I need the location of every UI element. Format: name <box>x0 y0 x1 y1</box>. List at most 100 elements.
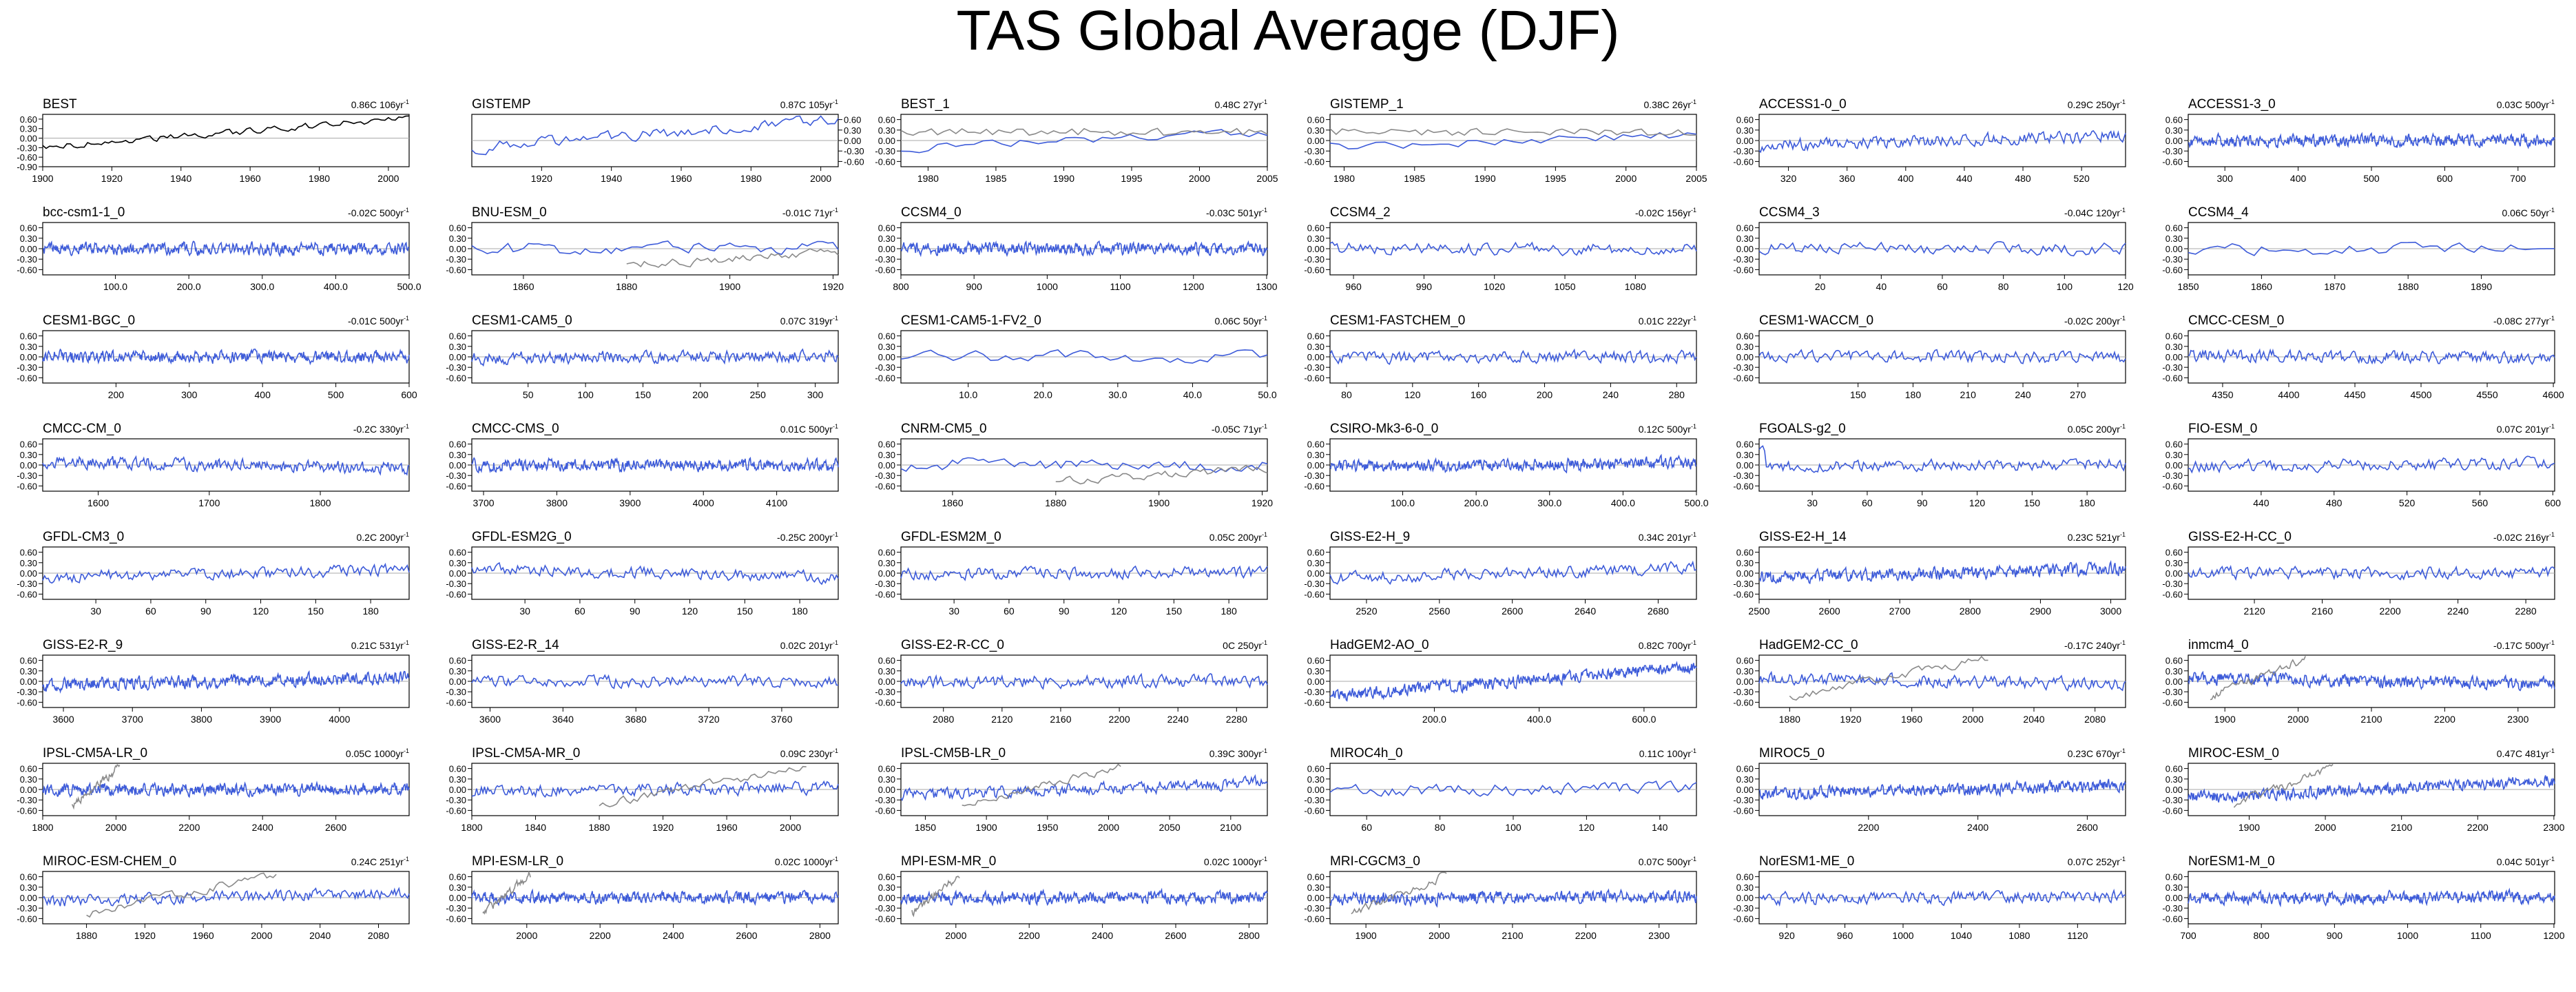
x-tick-label: 2160 <box>2312 606 2333 617</box>
y-tick-label: 0.30 <box>1736 450 1754 460</box>
y-tick-label: -0.30 <box>17 254 37 265</box>
x-tick-label: 150 <box>1166 606 1183 617</box>
y-tick-label: 0.60 <box>449 331 466 342</box>
observation-line <box>626 248 839 268</box>
y-tick-label: 0.30 <box>2165 882 2183 893</box>
x-tick-label: 240 <box>1603 389 1619 400</box>
x-tick-label: 90 <box>200 606 211 617</box>
y-tick-label: -0.30 <box>1304 146 1325 156</box>
x-tick-label: 160 <box>1471 389 1487 400</box>
x-tick-label: 50.0 <box>1258 389 1276 400</box>
x-tick-label: 1840 <box>525 822 546 833</box>
y-tick-label: 0.60 <box>878 440 895 450</box>
y-tick-label: 0.30 <box>878 234 895 244</box>
x-tick-label: 1900 <box>719 281 740 292</box>
y-tick-label: -0.30 <box>875 362 895 373</box>
series-line <box>42 887 410 907</box>
panel-stats-superscript: -1 <box>1262 747 1267 754</box>
x-tick-label: 500.0 <box>1684 497 1708 508</box>
panel-stats-superscript: -1 <box>2549 207 2555 214</box>
y-tick-label: -0.30 <box>1304 795 1325 805</box>
x-tick-label: 900 <box>2327 930 2343 941</box>
x-tick-label: 1000 <box>2397 930 2418 941</box>
y-tick-label: 0.00 <box>20 893 37 903</box>
series-line <box>1758 560 2126 585</box>
x-tick-label: 250 <box>750 389 767 400</box>
series-line <box>42 670 410 694</box>
panel-stats: -0.05C 71yr-1 <box>1212 423 1267 435</box>
y-tick-label: 0.30 <box>449 342 466 352</box>
y-tick-label: 0.00 <box>1736 676 1754 687</box>
x-tick-label: 1900 <box>976 822 997 833</box>
panel-stats-superscript: -1 <box>2549 423 2555 430</box>
x-tick-label: 1860 <box>2251 281 2272 292</box>
y-tick-label: -0.30 <box>17 903 37 913</box>
x-tick-label: 1900 <box>1355 930 1377 941</box>
y-tick-label: 0.30 <box>2165 774 2183 785</box>
x-tick-label: 1850 <box>2177 281 2199 292</box>
x-tick-label: 1880 <box>616 281 637 292</box>
x-tick-label: 500 <box>328 389 344 400</box>
x-tick-label: 1200 <box>2543 930 2564 941</box>
x-tick-label: 150 <box>635 389 652 400</box>
x-tick-label: 3640 <box>552 714 574 725</box>
x-tick-label: 600.0 <box>1632 714 1656 725</box>
y-tick-label: 0.00 <box>878 893 895 903</box>
x-tick-label: 80 <box>1435 822 1446 833</box>
y-tick-label: 0.00 <box>1307 568 1325 579</box>
y-tick-label: 0.60 <box>1736 872 1754 882</box>
panel-stats-superscript: -1 <box>1691 639 1696 646</box>
panel-stats: 0.07C 500yr-1 <box>1639 856 1696 867</box>
series-line <box>2188 241 2555 256</box>
x-tick-label: 800 <box>893 281 909 292</box>
x-tick-label: 80 <box>1998 281 2009 292</box>
x-tick-label: 2100 <box>2360 714 2382 725</box>
observation-line <box>1351 871 1447 915</box>
y-tick-label: -0.30 <box>875 579 895 589</box>
y-tick-label: 0.60 <box>878 548 895 558</box>
x-tick-label: 90 <box>1059 606 1070 617</box>
x-tick-label: 150 <box>308 606 324 617</box>
series-line <box>1758 670 2126 692</box>
panel-miroc5-0: 0.600.300.00-0.30-0.60 2200 2400 2600 MIROC5… <box>1733 746 2126 833</box>
y-tick-label: -0.60 <box>1733 913 1754 924</box>
y-tick-label: 0.00 <box>449 352 466 362</box>
y-tick-label: 0.00 <box>1307 352 1325 362</box>
x-tick-label: 20.0 <box>1034 389 1052 400</box>
y-tick-label: -0.30 <box>1733 362 1754 373</box>
y-tick-label: -0.30 <box>2162 146 2183 156</box>
series-line <box>1758 445 2126 473</box>
panel-noresm1-me-0: 0.600.300.00-0.30-0.60 920 960 1000 1040 1080… <box>1733 854 2126 941</box>
x-tick-label: 2240 <box>2447 606 2469 617</box>
panel-stats: 0.87C 105yr-1 <box>780 99 838 110</box>
panel-stats: 0.38C 26yr-1 <box>1644 99 1697 110</box>
panel-stats: 0C 250yr-1 <box>1223 639 1267 651</box>
panel-title: CESM1-FASTCHEM_0 <box>1330 313 1465 328</box>
x-tick-label: 140 <box>1652 822 1668 833</box>
y-tick-label: -0.60 <box>875 697 895 707</box>
x-tick-label: 2000 <box>251 930 272 941</box>
x-tick-label: 1940 <box>170 173 191 184</box>
x-tick-label: 1880 <box>76 930 97 941</box>
x-tick-label: 2900 <box>2030 606 2051 617</box>
y-tick-label: 0.30 <box>1307 558 1325 568</box>
y-tick-label: 0.30 <box>1736 558 1754 568</box>
panel-ipsl-cm5a-mr-0: 0.600.300.00-0.30-0.60 1800 1840 1880 1920 19… <box>446 746 839 833</box>
y-tick-label: 0.60 <box>1307 764 1325 774</box>
y-tick-label: -0.30 <box>1733 579 1754 589</box>
x-tick-label: 1980 <box>740 173 762 184</box>
y-tick-label: 0.00 <box>20 134 37 144</box>
y-tick-label: 0.00 <box>1736 893 1754 903</box>
y-tick-label: -0.60 <box>2162 913 2183 924</box>
observation-line <box>482 871 531 915</box>
y-tick-label: -0.30 <box>1304 687 1325 697</box>
x-tick-label: 2400 <box>663 930 684 941</box>
series-line <box>2188 775 2555 804</box>
y-tick-label: 0.30 <box>1307 450 1325 460</box>
observation-line <box>86 872 277 918</box>
y-tick-label: 0.30 <box>1307 234 1325 244</box>
y-tick-label: -0.60 <box>875 156 895 167</box>
panel-gistemp-1: 0.600.300.00-0.30-0.60 1980 1985 1990 1995 20… <box>1304 97 1707 184</box>
panel-ipsl-cm5b-lr-0: 0.600.300.00-0.30-0.60 1850 1900 1950 2000 20… <box>875 746 1268 833</box>
panel-title: CESM1-BGC_0 <box>43 313 135 328</box>
